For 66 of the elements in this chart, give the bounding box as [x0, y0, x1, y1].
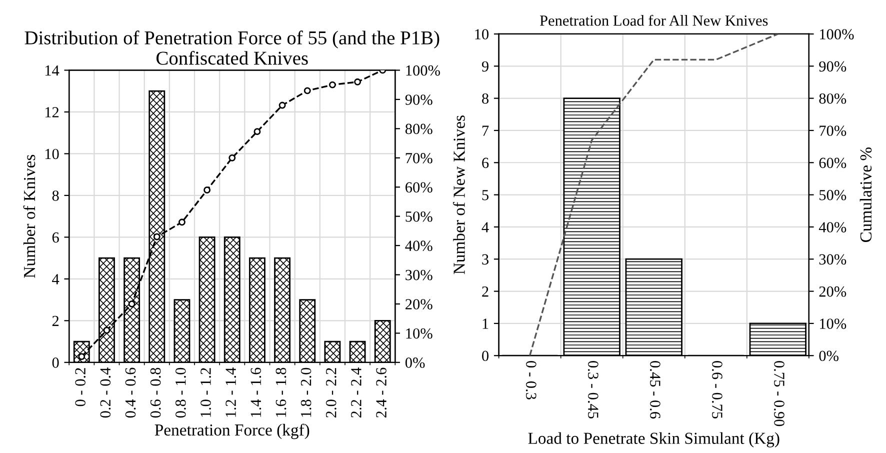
- x-axis-title: Penetration Force (kgf): [154, 424, 310, 440]
- y-tick-label: 4: [482, 222, 489, 232]
- y2-tick-label: 50%: [820, 190, 846, 200]
- y2-tick-label: 0%: [819, 350, 838, 362]
- y2-tick-label: 70%: [820, 126, 846, 136]
- y-tick-label: 12: [45, 107, 59, 118]
- y2-tick-label: 40%: [818, 222, 846, 232]
- y-tick-label: 9: [482, 61, 488, 72]
- x-tick-label: 0.8 - 1.0: [175, 368, 186, 418]
- y2-tick-label: 0%: [405, 358, 425, 368]
- y-tick-label: 14: [45, 65, 60, 76]
- y-tick-label: 0: [482, 350, 489, 362]
- y2-tick-label: 90%: [405, 94, 432, 105]
- x-tick-label: 2.2 - 2.4: [351, 368, 362, 418]
- y2-tick-label: 30%: [406, 270, 432, 280]
- y-tick-label: 5: [482, 190, 488, 200]
- x-tick-label: 0.2 - 0.4: [100, 368, 111, 418]
- y2-tick-label: 20%: [819, 286, 846, 297]
- y2-tick-label: 80%: [819, 93, 846, 104]
- x-tick-label: 0 - 0.3: [526, 361, 536, 400]
- y-tick-label: 4: [52, 274, 60, 284]
- y2-tick-label: 20%: [406, 299, 432, 310]
- y-tick-label: 10: [45, 148, 59, 160]
- chart-title: Penetration Load for All New Knives: [540, 14, 768, 26]
- x-tick-label: 2.4 - 2.6: [376, 368, 387, 418]
- x-tick-label: 1.2 - 1.4: [226, 368, 236, 417]
- y2-tick-label: 60%: [406, 182, 432, 193]
- x-tick-label: 0.4 - 0.6: [125, 368, 136, 418]
- x-tick-label: 0.45 - 0.6: [650, 361, 660, 419]
- x-tick-label: 0 - 0.2: [75, 368, 86, 406]
- y2-tick-label: 100%: [820, 29, 854, 40]
- y-tick-label: 8: [482, 93, 489, 104]
- y-tick-label: 6: [52, 232, 59, 243]
- x-tick-label: 1.4 - 1.6: [250, 368, 262, 417]
- x-tick-label: 1.6 - 1.8: [276, 368, 286, 417]
- y-tick-label: 8: [52, 190, 59, 201]
- x-tick-label: 2.0 - 2.2: [326, 368, 336, 418]
- x-tick-label: 0.3 - 0.45: [588, 361, 598, 418]
- y-tick-label: 10: [475, 29, 489, 40]
- x-tick-label: 1.0 - 1.2: [200, 368, 211, 417]
- y-tick-label: 2: [52, 316, 59, 326]
- chart-title: Distribution of Penetration Force of 55 (and the P1B) Confiscated Knives: [24, 30, 440, 65]
- y2-axis-title: Cumulative %: [860, 147, 872, 242]
- y-tick-label: 2: [482, 286, 488, 297]
- y-axis-title: Number of Knives: [23, 154, 36, 278]
- y-axis-title: Number of New Knives: [452, 116, 465, 274]
- y2-tick-label: 10%: [406, 328, 432, 339]
- x-tick-label: 1.8 - 2.0: [300, 368, 312, 417]
- y-tick-label: 7: [482, 126, 489, 136]
- y2-tick-label: 90%: [819, 61, 846, 72]
- y2-tick-label: 10%: [820, 318, 846, 329]
- y2-tick-label: 70%: [406, 153, 432, 164]
- y-tick-label: 0: [52, 358, 59, 368]
- y2-tick-label: 60%: [819, 158, 846, 168]
- y-tick-label: 1: [482, 318, 488, 329]
- y2-tick-label: 40%: [405, 240, 432, 252]
- y2-tick-label: 100%: [406, 65, 440, 76]
- y-tick-label: 6: [482, 158, 489, 168]
- x-tick-label: 0.6 - 0.75: [712, 361, 722, 418]
- x-tick-label: 0.75 - 0.90: [774, 361, 784, 426]
- y2-tick-label: 80%: [405, 124, 432, 134]
- x-tick-label: 0.6 - 0.8: [150, 368, 161, 418]
- y2-tick-label: 30%: [819, 254, 846, 265]
- y2-tick-label: 50%: [406, 211, 432, 222]
- y-tick-label: 3: [482, 254, 488, 265]
- x-axis-title: Load to Penetrate Skin Simulant (Kg): [528, 432, 780, 448]
